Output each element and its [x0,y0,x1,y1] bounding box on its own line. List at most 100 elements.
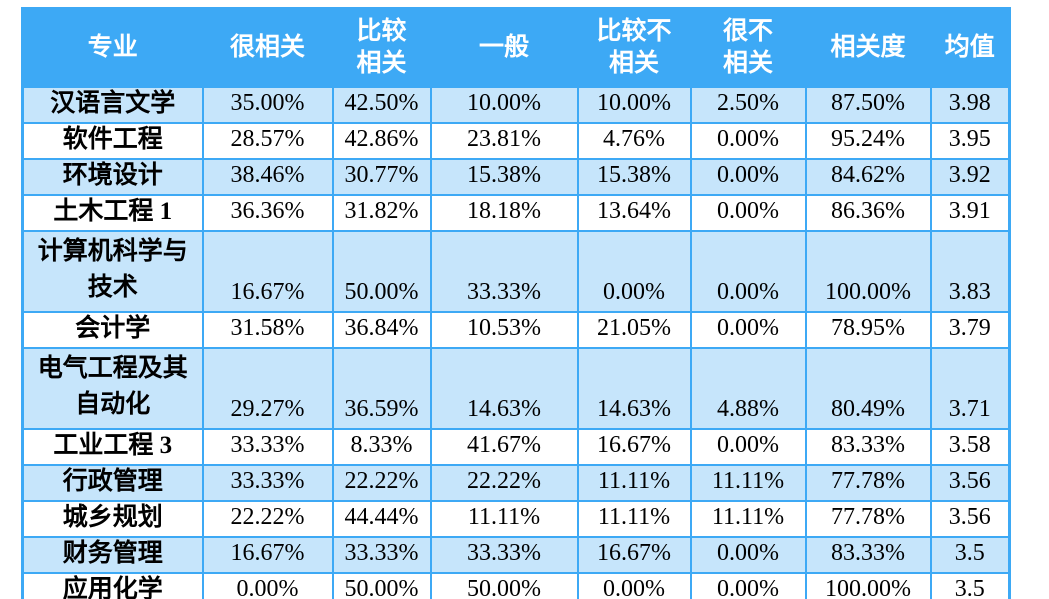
table-row: 工业工程 3 33.33% 8.33% 41.67% 16.67% 0.00% 83.33%… [21,427,1011,466]
major-cell: 工业工程 3 [21,427,204,466]
value-cell: 42.50% [331,85,432,124]
table-row: 电气工程及其自动化 29.27% 36.59% 14.63% 14.63% 4.88% 80… [21,346,1011,430]
value-cell: 16.67% [576,427,692,466]
value-cell: 29.27% [201,346,334,430]
table-row: 环境设计 38.46% 30.77% 15.38% 15.38% 0.00% 84.62% 3… [21,157,1011,196]
col-header-very-irrelevant: 很不 相关 [689,7,807,88]
table-row: 会计学 31.58% 36.84% 10.53% 21.05% 0.00% 78.95% 3.… [21,310,1011,349]
value-cell: 33.33% [429,535,579,574]
table-row: 财务管理 16.67% 33.33% 33.33% 16.67% 0.00% 83.33% 3… [21,535,1011,574]
value-cell: 0.00% [201,571,334,599]
value-cell: 0.00% [689,193,807,232]
value-cell: 21.05% [576,310,692,349]
value-cell: 14.63% [576,346,692,430]
value-cell: 33.33% [201,463,334,502]
value-cell: 3.92 [929,157,1011,196]
value-cell: 50.00% [429,571,579,599]
table-row: 计算机科学与技术 16.67% 50.00% 33.33% 0.00% 0.00% 100.… [21,229,1011,313]
col-header-major: 专业 [21,7,204,88]
table-body: 汉语言文学 35.00% 42.50% 10.00% 10.00% 2.50% 87.50%… [21,85,1011,599]
value-cell: 11.11% [576,499,692,538]
col-header-neutral: 一般 [429,7,579,88]
value-cell: 83.33% [804,535,932,574]
value-cell: 44.44% [331,499,432,538]
value-cell: 0.00% [689,310,807,349]
value-cell: 36.59% [331,346,432,430]
value-cell: 2.50% [689,85,807,124]
value-cell: 4.76% [576,121,692,160]
header-row: 专业 很相关 比较 相关 一般 比较不 相关 很不 相关 相关度 均值 [21,7,1011,88]
col-header-relevance: 相关度 [804,7,932,88]
value-cell: 3.91 [929,193,1011,232]
major-cell: 计算机科学与技术 [21,229,204,313]
table-row: 应用化学 0.00% 50.00% 50.00% 0.00% 0.00% 100.00% 3.… [21,571,1011,599]
value-cell: 16.67% [201,229,334,313]
col-header-mean: 均值 [929,7,1011,88]
table-row: 汉语言文学 35.00% 42.50% 10.00% 10.00% 2.50% 87.50%… [21,85,1011,124]
value-cell: 0.00% [689,157,807,196]
major-cell: 城乡规划 [21,499,204,538]
major-cell: 财务管理 [21,535,204,574]
value-cell: 86.36% [804,193,932,232]
value-cell: 87.50% [804,85,932,124]
value-cell: 77.78% [804,499,932,538]
table-row: 软件工程 28.57% 42.86% 23.81% 4.76% 0.00% 95.24% 3.… [21,121,1011,160]
value-cell: 33.33% [201,427,334,466]
value-cell: 3.5 [929,571,1011,599]
value-cell: 35.00% [201,85,334,124]
table-header: 专业 很相关 比较 相关 一般 比较不 相关 很不 相关 相关度 均值 [21,7,1011,88]
value-cell: 41.67% [429,427,579,466]
value-cell: 77.78% [804,463,932,502]
value-cell: 3.83 [929,229,1011,313]
value-cell: 36.84% [331,310,432,349]
value-cell: 11.11% [689,463,807,502]
col-header-very-relevant: 很相关 [201,7,334,88]
major-cell: 应用化学 [21,571,204,599]
major-cell: 电气工程及其自动化 [21,346,204,430]
value-cell: 18.18% [429,193,579,232]
value-cell: 3.95 [929,121,1011,160]
value-cell: 0.00% [689,229,807,313]
value-cell: 78.95% [804,310,932,349]
value-cell: 23.81% [429,121,579,160]
value-cell: 33.33% [429,229,579,313]
major-cell: 会计学 [21,310,204,349]
major-cell: 环境设计 [21,157,204,196]
value-cell: 100.00% [804,571,932,599]
major-cell: 土木工程 1 [21,193,204,232]
value-cell: 14.63% [429,346,579,430]
value-cell: 30.77% [331,157,432,196]
value-cell: 10.00% [576,85,692,124]
value-cell: 16.67% [201,535,334,574]
value-cell: 3.71 [929,346,1011,430]
value-cell: 33.33% [331,535,432,574]
value-cell: 100.00% [804,229,932,313]
value-cell: 3.56 [929,499,1011,538]
value-cell: 15.38% [429,157,579,196]
value-cell: 10.53% [429,310,579,349]
value-cell: 15.38% [576,157,692,196]
value-cell: 3.5 [929,535,1011,574]
value-cell: 42.86% [331,121,432,160]
value-cell: 50.00% [331,571,432,599]
table-row: 土木工程 1 36.36% 31.82% 18.18% 13.64% 0.00% 86.36… [21,193,1011,232]
value-cell: 22.22% [331,463,432,502]
value-cell: 3.58 [929,427,1011,466]
col-header-fairly-relevant: 比较 相关 [331,7,432,88]
major-cell: 汉语言文学 [21,85,204,124]
value-cell: 16.67% [576,535,692,574]
value-cell: 0.00% [576,571,692,599]
value-cell: 38.46% [201,157,334,196]
major-cell: 软件工程 [21,121,204,160]
value-cell: 0.00% [689,427,807,466]
value-cell: 11.11% [576,463,692,502]
value-cell: 10.00% [429,85,579,124]
value-cell: 3.98 [929,85,1011,124]
col-header-fairly-irrelevant: 比较不 相关 [576,7,692,88]
value-cell: 95.24% [804,121,932,160]
value-cell: 0.00% [576,229,692,313]
value-cell: 36.36% [201,193,334,232]
value-cell: 22.22% [429,463,579,502]
value-cell: 11.11% [689,499,807,538]
